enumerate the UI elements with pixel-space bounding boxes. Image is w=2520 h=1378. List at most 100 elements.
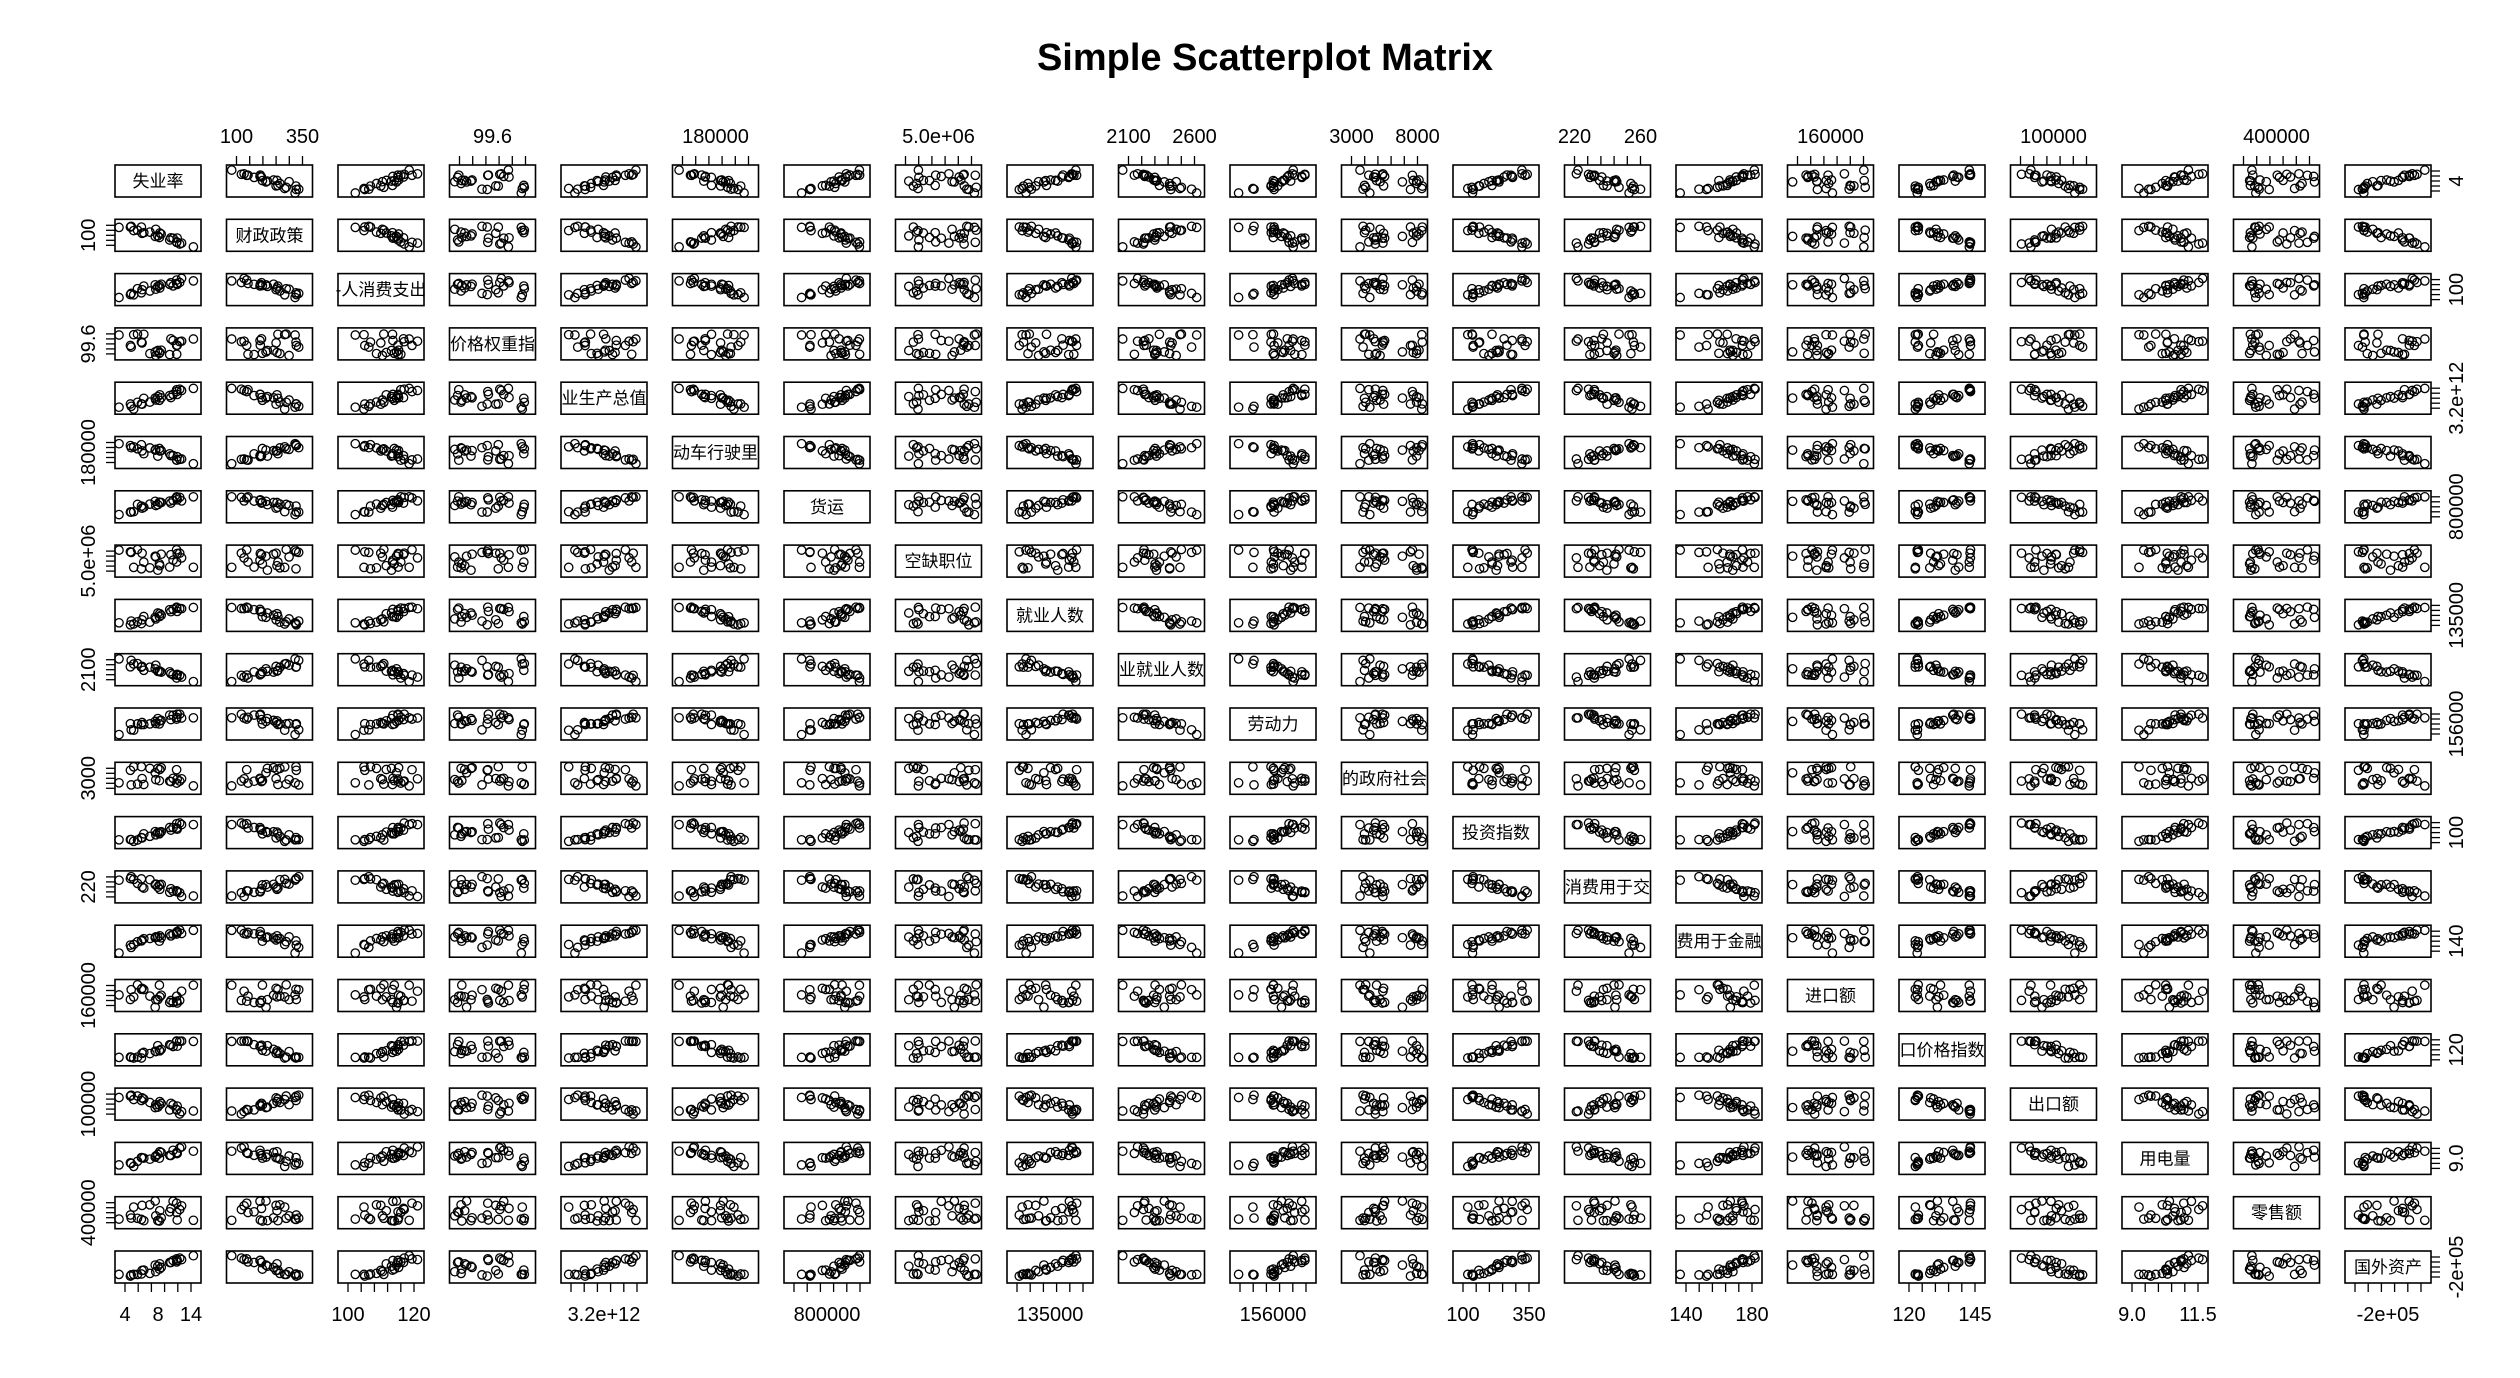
panel-r3-c1: [227, 328, 313, 360]
data-point: [189, 493, 197, 501]
data-point: [115, 331, 123, 339]
data-point: [285, 553, 293, 561]
data-point: [2369, 351, 2377, 359]
data-point: [2363, 349, 2371, 357]
data-point: [972, 183, 980, 191]
data-point: [2027, 335, 2035, 343]
panel-r5-c12: [1453, 437, 1539, 469]
data-point: [621, 546, 629, 554]
panel-r0-c3: [450, 165, 536, 197]
data-point: [2265, 341, 2273, 349]
panel-r9-c7: [896, 654, 982, 686]
data-point: [675, 677, 683, 685]
panel-r4-c3: [450, 382, 536, 414]
data-point: [971, 238, 979, 246]
panel-r6-c4: [561, 491, 647, 523]
data-point: [1193, 510, 1201, 518]
data-point: [2286, 234, 2294, 242]
panel-r1-c6: [784, 219, 870, 251]
panel-r9-c1: [227, 654, 313, 686]
data-point: [1234, 510, 1242, 518]
panel-r7-c7: 空缺职位: [896, 545, 982, 577]
panel-frame: [1119, 219, 1205, 251]
data-point: [797, 546, 805, 554]
data-point: [2421, 277, 2429, 285]
panel-r2-c4: [561, 274, 647, 306]
panel-r3-c15: [1788, 328, 1874, 360]
panel-r1-c3: [450, 219, 536, 251]
data-point: [1702, 400, 1710, 408]
data-point: [1356, 603, 1364, 611]
data-point: [822, 330, 830, 338]
data-point: [1723, 330, 1731, 338]
data-point: [1155, 330, 1163, 338]
data-point: [1860, 493, 1868, 501]
data-point: [1234, 223, 1242, 231]
panel-r0-c4: [561, 165, 647, 197]
data-point: [504, 460, 512, 468]
panel-r1-c18: [2122, 219, 2208, 251]
data-point: [1234, 440, 1242, 448]
panel-r5-c1: [227, 437, 313, 469]
data-point: [1398, 348, 1406, 356]
panel-r8-c17: [2011, 599, 2097, 631]
data-point: [189, 677, 197, 685]
data-point: [518, 563, 526, 571]
data-point: [115, 510, 123, 518]
data-point: [905, 392, 913, 400]
panel-r8-c14: [1676, 599, 1762, 631]
panel-r6-c7: [896, 491, 982, 523]
data-point: [1603, 566, 1611, 574]
data-point: [1704, 331, 1712, 339]
panel-r7-c17: [2011, 545, 2097, 577]
panel-r6-c9: [1119, 491, 1205, 523]
data-point: [1488, 330, 1496, 338]
panel-r1-c11: [1342, 219, 1428, 251]
data-point: [2162, 330, 2170, 338]
data-point: [1860, 166, 1868, 174]
data-point: [1840, 170, 1848, 178]
data-point: [2298, 618, 2306, 626]
data-point: [1822, 610, 1830, 618]
data-point: [1840, 239, 1848, 247]
data-point: [504, 563, 512, 571]
data-point: [806, 548, 814, 556]
variable-label: 业生产总值: [562, 389, 647, 408]
data-point: [1704, 405, 1712, 413]
data-point: [1788, 613, 1796, 621]
data-point: [1408, 276, 1416, 284]
panel-r8-c20: [2345, 599, 2431, 631]
panel-r8-c2: [338, 599, 424, 631]
panel-r0-c2: [338, 165, 424, 197]
data-point: [413, 605, 421, 613]
data-point: [914, 508, 922, 516]
data-point: [2295, 274, 2303, 282]
panel-r1-c8: [1007, 219, 1093, 251]
data-point: [1824, 386, 1832, 394]
data-point: [408, 546, 416, 554]
data-point: [2147, 400, 2155, 408]
matrix-panels: 失业率财政政策-人消费支出价格权重指业生产总值动车行驶里货运空缺职位就业人数业就…: [115, 165, 2431, 1283]
data-point: [2184, 335, 2192, 343]
panel-r0-c9: [1119, 165, 1205, 197]
data-point: [827, 553, 835, 561]
panel-r2-c12: [1453, 274, 1539, 306]
panel-r6-c18: [2122, 491, 2208, 523]
data-point: [1193, 331, 1201, 339]
panel-r8-c9: [1119, 599, 1205, 631]
data-point: [905, 452, 913, 460]
data-point: [1630, 548, 1638, 556]
data-point: [2303, 456, 2311, 464]
panel-r7-c19: [2234, 545, 2320, 577]
panel-r2-c9: [1119, 274, 1205, 306]
panel-frame: [561, 328, 647, 360]
panel-r2-c14: [1676, 274, 1762, 306]
data-point: [945, 239, 953, 247]
data-point: [351, 223, 359, 231]
data-point: [1824, 238, 1832, 246]
data-point: [740, 655, 748, 663]
panel-r6-c20: [2345, 491, 2431, 523]
data-point: [115, 655, 123, 663]
data-point: [351, 331, 359, 339]
data-point: [971, 671, 979, 679]
